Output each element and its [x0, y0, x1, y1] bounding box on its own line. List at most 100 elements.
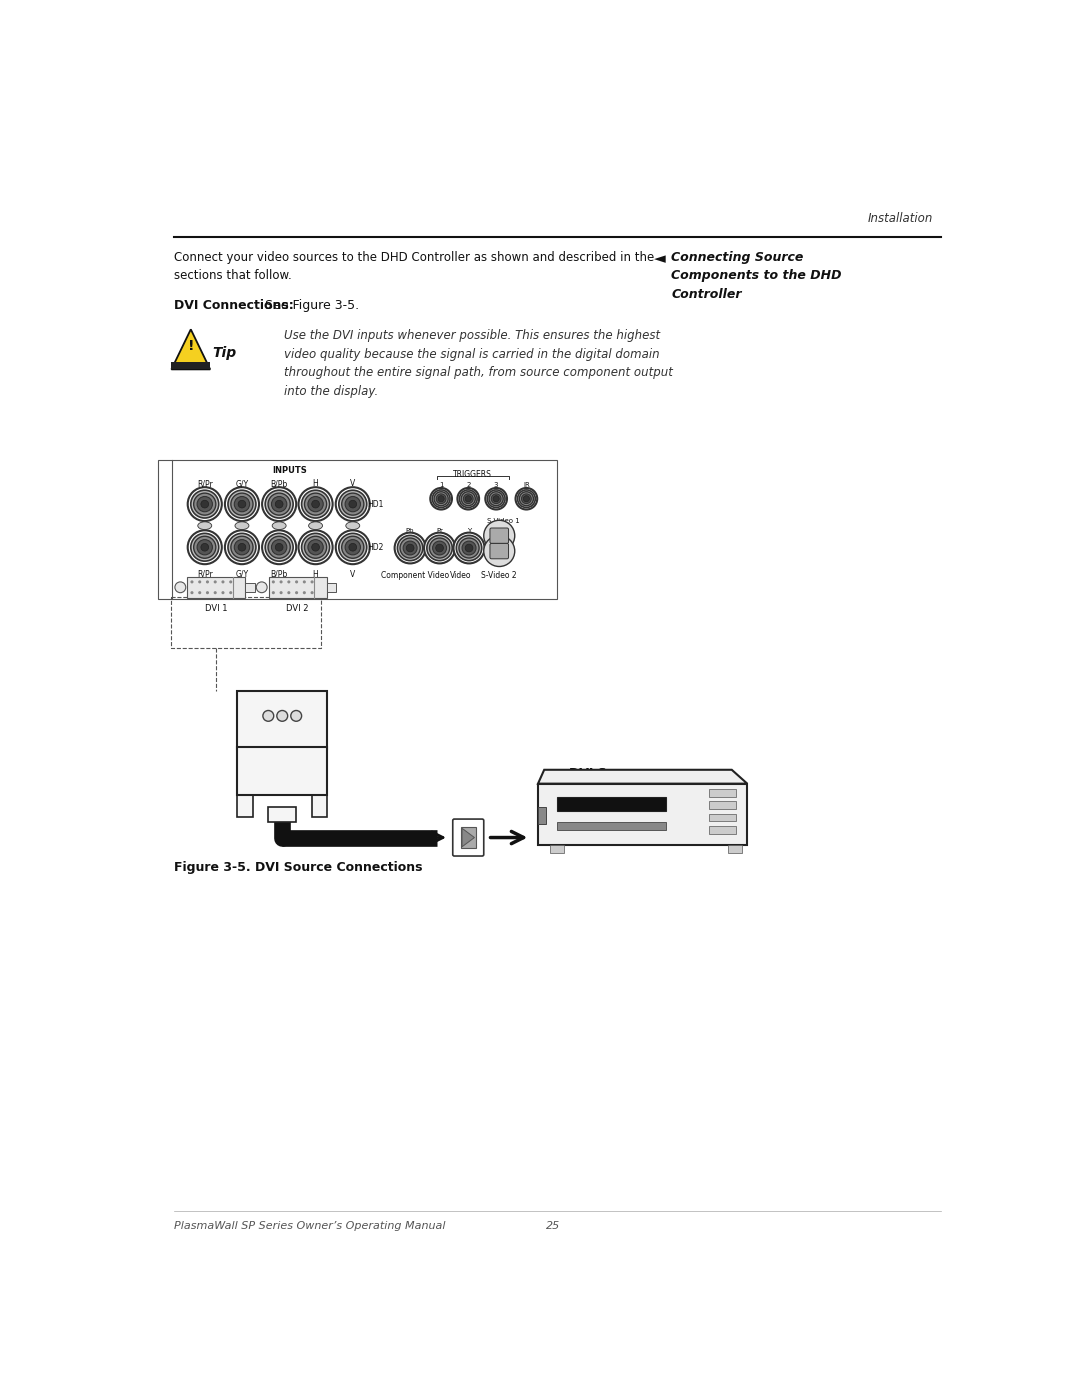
Bar	[268, 806, 296, 823]
Text: 3: 3	[494, 482, 498, 488]
Circle shape	[436, 495, 446, 503]
Circle shape	[484, 520, 515, 550]
Polygon shape	[462, 828, 474, 847]
Circle shape	[238, 500, 246, 509]
Circle shape	[271, 539, 287, 555]
Text: 25: 25	[546, 1221, 561, 1231]
Circle shape	[430, 538, 449, 557]
Circle shape	[291, 711, 301, 721]
Text: DVI 2: DVI 2	[286, 605, 309, 613]
FancyBboxPatch shape	[187, 577, 245, 598]
Circle shape	[234, 539, 249, 555]
Circle shape	[459, 490, 477, 507]
Circle shape	[256, 583, 267, 592]
Circle shape	[311, 580, 313, 584]
Text: Component Video: Component Video	[381, 571, 449, 580]
Circle shape	[262, 531, 296, 564]
Text: H: H	[313, 479, 319, 489]
Polygon shape	[172, 330, 211, 369]
Text: (DVD Player or
HD Tuner with
HDMI or DVI out): (DVD Player or HD Tuner with HDMI or DVI…	[538, 784, 637, 833]
Circle shape	[301, 490, 329, 518]
Circle shape	[485, 488, 507, 510]
Circle shape	[424, 532, 455, 563]
Text: H: H	[313, 570, 319, 578]
Circle shape	[458, 488, 480, 510]
Circle shape	[308, 496, 323, 511]
Bar	[708, 802, 735, 809]
Text: V: V	[350, 570, 355, 578]
Circle shape	[427, 535, 453, 560]
Circle shape	[175, 583, 186, 592]
Text: R/Pr: R/Pr	[197, 479, 213, 489]
Circle shape	[302, 591, 306, 594]
Circle shape	[302, 580, 306, 584]
Circle shape	[193, 536, 216, 559]
FancyBboxPatch shape	[269, 577, 327, 598]
Text: Tip: Tip	[213, 346, 237, 360]
Circle shape	[197, 496, 213, 511]
Circle shape	[228, 534, 256, 562]
Text: R/Pr: R/Pr	[197, 570, 213, 578]
Circle shape	[517, 490, 536, 507]
Circle shape	[272, 591, 275, 594]
Circle shape	[434, 492, 448, 506]
Circle shape	[489, 492, 503, 506]
Circle shape	[312, 543, 320, 550]
Circle shape	[462, 541, 476, 555]
Circle shape	[268, 536, 291, 559]
Circle shape	[295, 591, 298, 594]
Circle shape	[275, 543, 283, 550]
Circle shape	[280, 591, 283, 594]
Circle shape	[457, 535, 482, 560]
Circle shape	[432, 490, 450, 507]
Circle shape	[221, 591, 225, 594]
Circle shape	[272, 580, 275, 584]
Circle shape	[234, 496, 249, 511]
Circle shape	[515, 488, 537, 510]
Circle shape	[225, 531, 259, 564]
Ellipse shape	[235, 522, 248, 529]
Circle shape	[465, 545, 473, 552]
Text: DVI 1: DVI 1	[205, 605, 228, 613]
Bar	[708, 789, 735, 796]
Text: Y: Y	[467, 528, 471, 534]
Polygon shape	[172, 362, 211, 369]
Circle shape	[238, 543, 246, 550]
Circle shape	[201, 500, 208, 509]
Circle shape	[438, 496, 444, 502]
Circle shape	[287, 591, 291, 594]
Circle shape	[465, 496, 471, 502]
FancyBboxPatch shape	[238, 692, 327, 749]
Circle shape	[206, 580, 210, 584]
Circle shape	[524, 496, 529, 502]
Circle shape	[271, 496, 287, 511]
Circle shape	[295, 580, 298, 584]
FancyBboxPatch shape	[490, 528, 509, 543]
Text: V: V	[350, 479, 355, 489]
Text: B/Pb: B/Pb	[270, 479, 287, 489]
Text: 2: 2	[467, 482, 471, 488]
Circle shape	[311, 591, 313, 594]
Text: Pr: Pr	[436, 528, 443, 534]
Text: TRIGGERS: TRIGGERS	[453, 471, 491, 479]
Circle shape	[339, 490, 367, 518]
Text: !: !	[188, 339, 194, 353]
Circle shape	[197, 539, 213, 555]
Text: Installation: Installation	[868, 212, 933, 225]
Circle shape	[305, 493, 326, 515]
Text: Video: Video	[449, 571, 471, 580]
Bar	[728, 845, 742, 854]
Bar	[708, 826, 735, 834]
Circle shape	[349, 500, 356, 509]
Circle shape	[487, 490, 505, 507]
Circle shape	[198, 580, 201, 584]
Bar	[238, 793, 253, 817]
Text: ◄: ◄	[654, 251, 666, 265]
Circle shape	[231, 493, 253, 515]
Polygon shape	[538, 770, 747, 784]
Circle shape	[275, 500, 283, 509]
Bar	[312, 793, 327, 817]
Circle shape	[266, 534, 293, 562]
Circle shape	[339, 534, 367, 562]
Text: IR: IR	[523, 482, 530, 488]
